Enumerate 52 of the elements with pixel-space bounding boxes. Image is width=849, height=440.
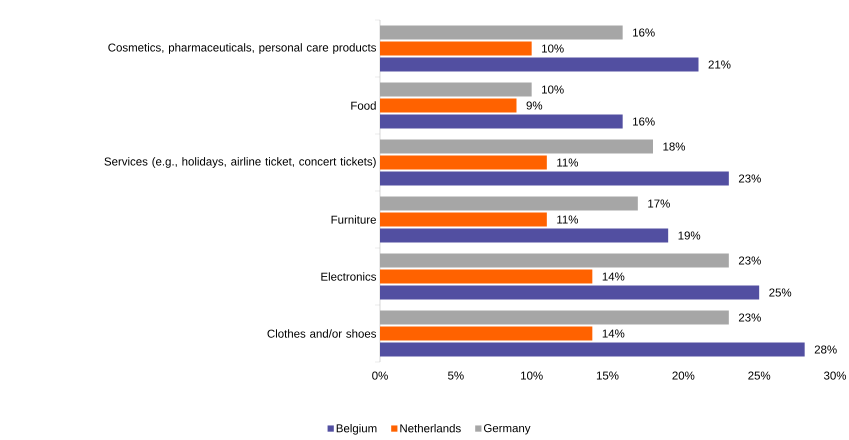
data-label: 23% bbox=[738, 313, 761, 322]
data-label: 14% bbox=[602, 272, 624, 281]
bar bbox=[380, 270, 592, 284]
x-tick-label: 25% bbox=[748, 372, 770, 380]
y-tick-label: Electronics bbox=[321, 272, 376, 281]
y-tick-label: Services (e.g., holidays, airline ticket, concert tickets) bbox=[104, 157, 376, 168]
bar bbox=[380, 26, 623, 40]
data-label: 9% bbox=[526, 101, 542, 110]
data-label: 14% bbox=[602, 329, 624, 338]
data-label: 16% bbox=[633, 117, 655, 126]
data-label: 18% bbox=[663, 142, 686, 151]
data-label: 11% bbox=[557, 215, 578, 224]
bar bbox=[380, 285, 760, 300]
legend-label: Germany bbox=[484, 424, 530, 434]
data-label: 19% bbox=[678, 231, 700, 240]
bar bbox=[380, 140, 654, 154]
x-tick-label: 10% bbox=[521, 372, 543, 380]
data-label: 28% bbox=[814, 345, 837, 354]
data-label: 10% bbox=[542, 44, 564, 53]
x-tick-label: 15% bbox=[596, 372, 619, 380]
data-label: 25% bbox=[769, 288, 792, 297]
data-label: 21% bbox=[708, 60, 731, 69]
data-label: 16% bbox=[633, 28, 655, 37]
bar bbox=[380, 326, 592, 341]
bar bbox=[380, 82, 532, 97]
legend-label: Netherlands bbox=[400, 424, 461, 432]
y-tick-label: Cosmetics, pharmaceuticals, personal care products bbox=[108, 43, 376, 54]
y-tick-label: Clothes and/or shoes bbox=[268, 329, 376, 338]
bar bbox=[380, 310, 729, 325]
bar bbox=[380, 196, 638, 211]
bar bbox=[380, 172, 729, 186]
legend-label: Belgium bbox=[336, 424, 376, 435]
bar bbox=[380, 212, 547, 227]
bar bbox=[380, 228, 668, 242]
bar bbox=[380, 156, 547, 170]
x-tick-label: 0% bbox=[372, 372, 388, 380]
data-label: 23% bbox=[738, 256, 761, 265]
bar bbox=[380, 254, 729, 268]
bar bbox=[380, 98, 516, 113]
x-tick-label: 20% bbox=[672, 372, 694, 380]
y-tick-label: Furniture bbox=[332, 215, 376, 224]
bar bbox=[380, 342, 805, 356]
x-tick-label: 30% bbox=[824, 372, 846, 380]
data-label: 17% bbox=[648, 200, 670, 208]
data-label: 10% bbox=[542, 85, 564, 94]
data-label: 23% bbox=[738, 174, 761, 183]
bar bbox=[380, 58, 699, 72]
x-tick-label: 5% bbox=[448, 372, 464, 380]
bar bbox=[380, 114, 623, 128]
y-tick-label: Food bbox=[351, 101, 376, 110]
bar bbox=[380, 42, 532, 56]
data-label: 11% bbox=[557, 158, 578, 167]
